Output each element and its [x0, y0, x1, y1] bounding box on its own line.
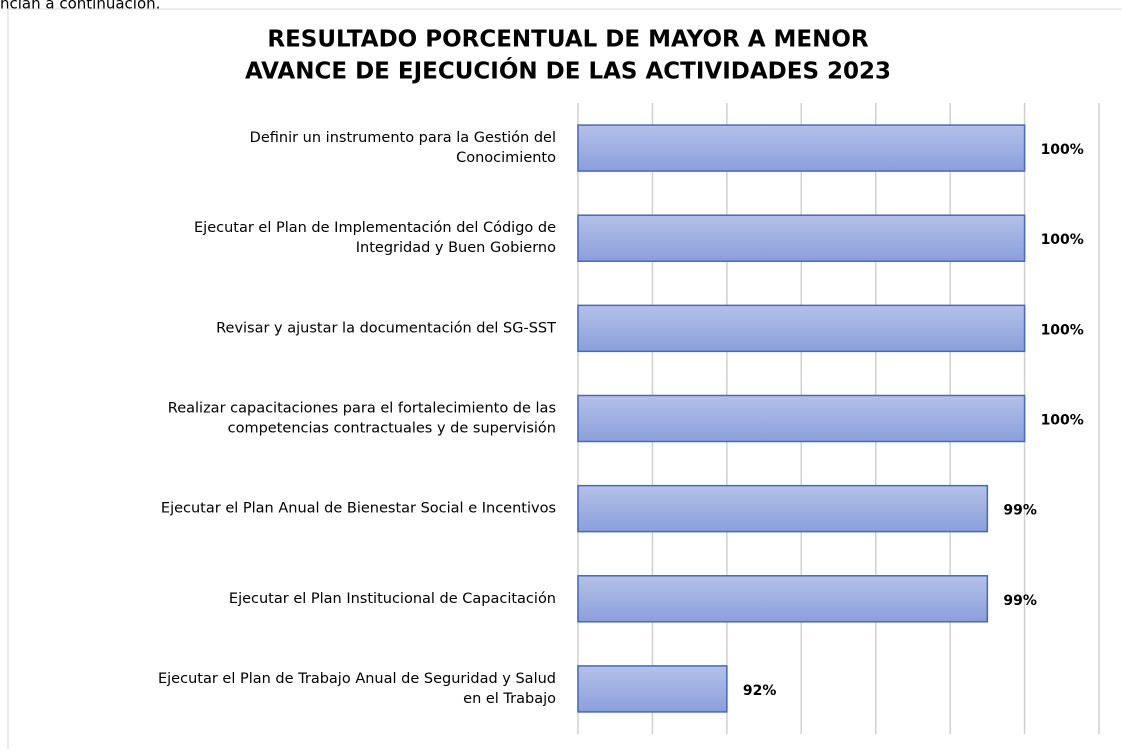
data-label: 100% — [1041, 413, 1084, 429]
chart-title: RESULTADO PORCENTUAL DE MAYOR A MENOR — [267, 27, 869, 53]
data-label: 100% — [1041, 142, 1084, 158]
page-text: ncian a continuación. — [0, 0, 160, 13]
category-label: Ejecutar el Plan Anual de Bienestar Soci… — [161, 501, 556, 517]
data-label: 99% — [1003, 503, 1037, 519]
bar — [577, 304, 1026, 353]
category-label: Ejecutar el Plan de Trabajo Anual de Seg… — [158, 671, 556, 707]
bar — [577, 665, 728, 713]
bar — [577, 484, 989, 533]
category-label: Ejecutar el Plan de Implementación del C… — [194, 220, 556, 256]
bar — [577, 214, 1026, 262]
chart-title: AVANCE DE EJECUCIÓN DE LAS ACTIVIDADES 2… — [245, 57, 891, 85]
bar — [577, 124, 1026, 172]
data-label: 100% — [1041, 322, 1084, 338]
chart-frame — [7, 8, 1122, 753]
bar — [577, 575, 989, 623]
category-label: Realizar capacitaciones para el fortalec… — [168, 401, 556, 437]
bar — [577, 394, 1026, 443]
category-label: Revisar y ajustar la documentación del S… — [216, 320, 556, 336]
category-label: Definir un instrumento para la Gestión d… — [250, 130, 556, 166]
data-label: 100% — [1041, 232, 1084, 248]
data-label: 99% — [1003, 593, 1037, 609]
category-label: Ejecutar el Plan Institucional de Capaci… — [229, 591, 556, 607]
data-label: 92% — [743, 683, 777, 699]
